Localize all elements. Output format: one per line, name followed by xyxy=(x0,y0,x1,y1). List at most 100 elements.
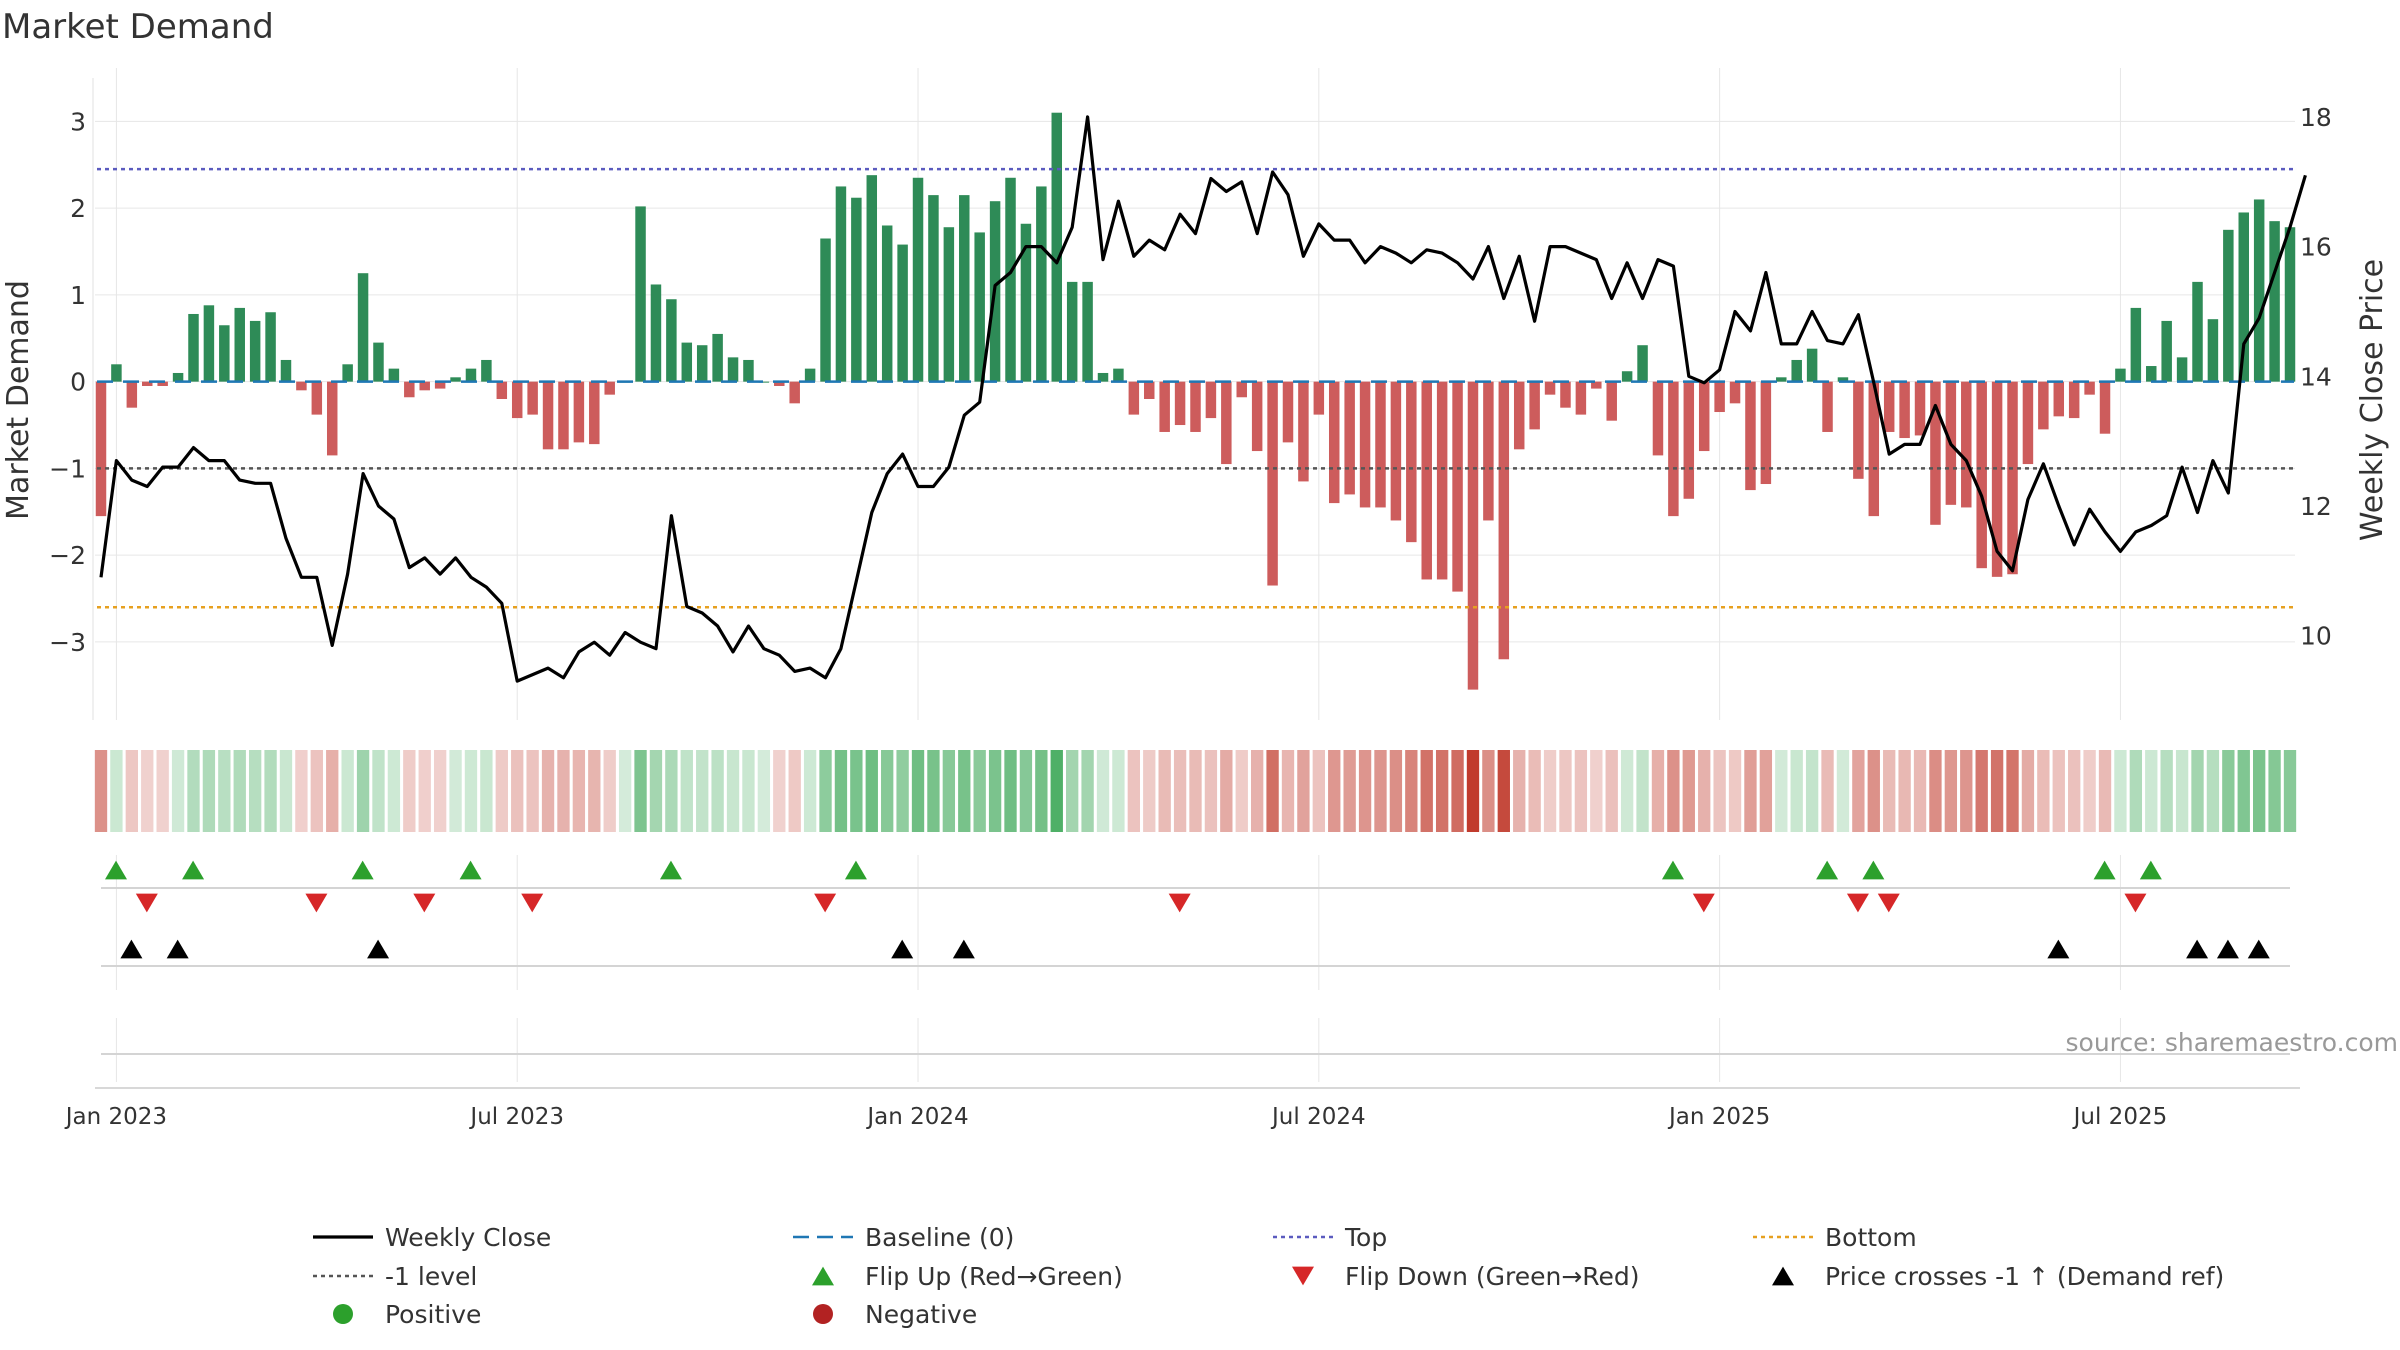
legend-label-price-crosses-1-demand-ref: Price crosses -1 ↑ (Demand ref) xyxy=(1825,1262,2224,1291)
positive-demand-bar xyxy=(635,206,646,382)
heat-strip-cell xyxy=(1744,750,1757,832)
positive-demand-bar xyxy=(2223,229,2234,382)
positive-demand-bar xyxy=(2253,199,2265,382)
flip-down-marker xyxy=(1877,893,1900,913)
heat-strip-cell xyxy=(1143,750,1156,832)
heat-strip-cell xyxy=(1559,750,1572,832)
heat-strip-cell xyxy=(526,750,539,832)
y-tick-label: −1 xyxy=(49,454,86,483)
heat-strip-cell xyxy=(649,750,663,832)
heat-strip-cell xyxy=(2237,750,2250,832)
heat-strip-cell xyxy=(1667,750,1680,832)
heat-strip-cell xyxy=(572,750,586,832)
heat-strip-cell xyxy=(2206,750,2220,832)
heat-strip-cell xyxy=(634,750,647,832)
negative-demand-bar xyxy=(311,381,323,415)
heat-strip-cell xyxy=(1250,750,1264,832)
heat-strip-cell xyxy=(773,750,786,832)
y-tick-label: 0 xyxy=(70,368,86,397)
heat-strip-cell xyxy=(665,750,678,832)
negative-demand-bar xyxy=(1298,381,1309,482)
positive-demand-bar xyxy=(974,232,985,382)
legend-label-baseline-0: Baseline (0) xyxy=(865,1223,1014,1252)
positive-demand-bar xyxy=(851,197,862,382)
heat-strip-cell xyxy=(2129,750,2143,832)
heat-strip-cell xyxy=(2222,750,2235,832)
positive-demand-bar xyxy=(234,307,245,382)
flip-up-marker xyxy=(659,860,682,880)
heat-strip-cell xyxy=(2145,750,2158,832)
heat-strip-cell xyxy=(834,750,848,832)
heat-strip-cell xyxy=(557,750,570,832)
heat-strip-cell xyxy=(942,750,956,832)
negative-demand-bar xyxy=(1899,381,1910,439)
positive-demand-bar xyxy=(835,186,847,382)
heat-strip-cell xyxy=(541,750,555,832)
reference-lines xyxy=(97,167,2294,609)
negative-demand-bar xyxy=(1513,381,1525,450)
heat-strip-cell xyxy=(1574,750,1588,832)
negative-demand-bar xyxy=(1282,381,1294,443)
flip-down-marker xyxy=(1692,893,1715,913)
heat-strip-cell xyxy=(1405,750,1418,832)
positive-demand-bar xyxy=(111,364,122,382)
negative-demand-bar xyxy=(126,381,138,408)
y-tick-label: −2 xyxy=(49,541,86,570)
positive-demand-bar xyxy=(758,381,770,383)
negative-demand-bar xyxy=(1591,381,1602,389)
positive-demand-bar xyxy=(912,177,924,382)
heat-strip-cell xyxy=(1528,750,1541,832)
price-cross-marker xyxy=(2216,939,2239,959)
price-cross-marker xyxy=(367,939,390,959)
negative-demand-bar xyxy=(1529,381,1540,430)
heat-strip-cell xyxy=(1605,750,1618,832)
negative-demand-bar xyxy=(95,381,107,517)
source-note: source: sharemaestro.com xyxy=(2066,1028,2399,1057)
heat-strip-cell xyxy=(1698,750,1711,832)
negative-demand-bar xyxy=(1868,381,1880,517)
heat-strip-cell xyxy=(1297,750,1310,832)
y2-tick-label: 10 xyxy=(2300,622,2332,651)
y-tick-label: 3 xyxy=(70,107,86,136)
heat-strip-cell xyxy=(1620,750,1634,832)
negative-demand-bar xyxy=(1390,381,1402,521)
positive-demand-bar xyxy=(1051,112,1063,382)
negative-demand-bar xyxy=(1914,381,1926,436)
negative-demand-bar xyxy=(1483,381,1494,521)
legend-label-flip-down-green-red: Flip Down (Green→Red) xyxy=(1345,1262,1640,1291)
positive-demand-bar xyxy=(712,333,723,382)
negative-demand-bar xyxy=(1436,381,1448,580)
heat-strip-cell xyxy=(1189,750,1202,832)
positive-demand-bar xyxy=(820,238,831,382)
legend-label-negative: Negative xyxy=(865,1300,977,1329)
heat-strip-cell xyxy=(1266,750,1279,832)
negative-demand-bar xyxy=(1760,381,1772,485)
positive-demand-bar xyxy=(943,227,955,382)
positive-demand-bar xyxy=(2161,320,2172,382)
heat-strip-cell xyxy=(2160,750,2173,832)
heat-strip-cell xyxy=(403,750,416,832)
negative-demand-bar xyxy=(2084,381,2095,395)
positive-demand-bar xyxy=(2115,368,2126,382)
negative-demand-bar xyxy=(2099,381,2111,434)
positive-demand-bar xyxy=(1005,177,1016,382)
flip-down-marker xyxy=(135,893,158,913)
positive-demand-bar xyxy=(219,325,230,382)
negative-demand-bar xyxy=(1668,381,1679,517)
negative-demand-bar xyxy=(527,381,538,415)
heat-strip-cell xyxy=(1451,750,1464,832)
heat-strip-cell xyxy=(1790,750,1803,832)
positive-demand-bar xyxy=(1806,348,1818,382)
positive-demand-bar xyxy=(897,244,908,382)
heat-strip-cell xyxy=(603,750,616,832)
flip-up-marker xyxy=(1816,860,1839,880)
heat-strip-cell xyxy=(803,750,817,832)
negative-demand-bar xyxy=(1683,381,1695,499)
negative-demand-bar xyxy=(1745,381,1756,491)
positive-demand-bar xyxy=(388,368,400,382)
negative-demand-bar xyxy=(1698,381,1710,452)
positive-demand-bar xyxy=(2269,221,2280,382)
positive-demand-bar xyxy=(2176,357,2188,382)
flip-down-marker xyxy=(413,893,436,913)
